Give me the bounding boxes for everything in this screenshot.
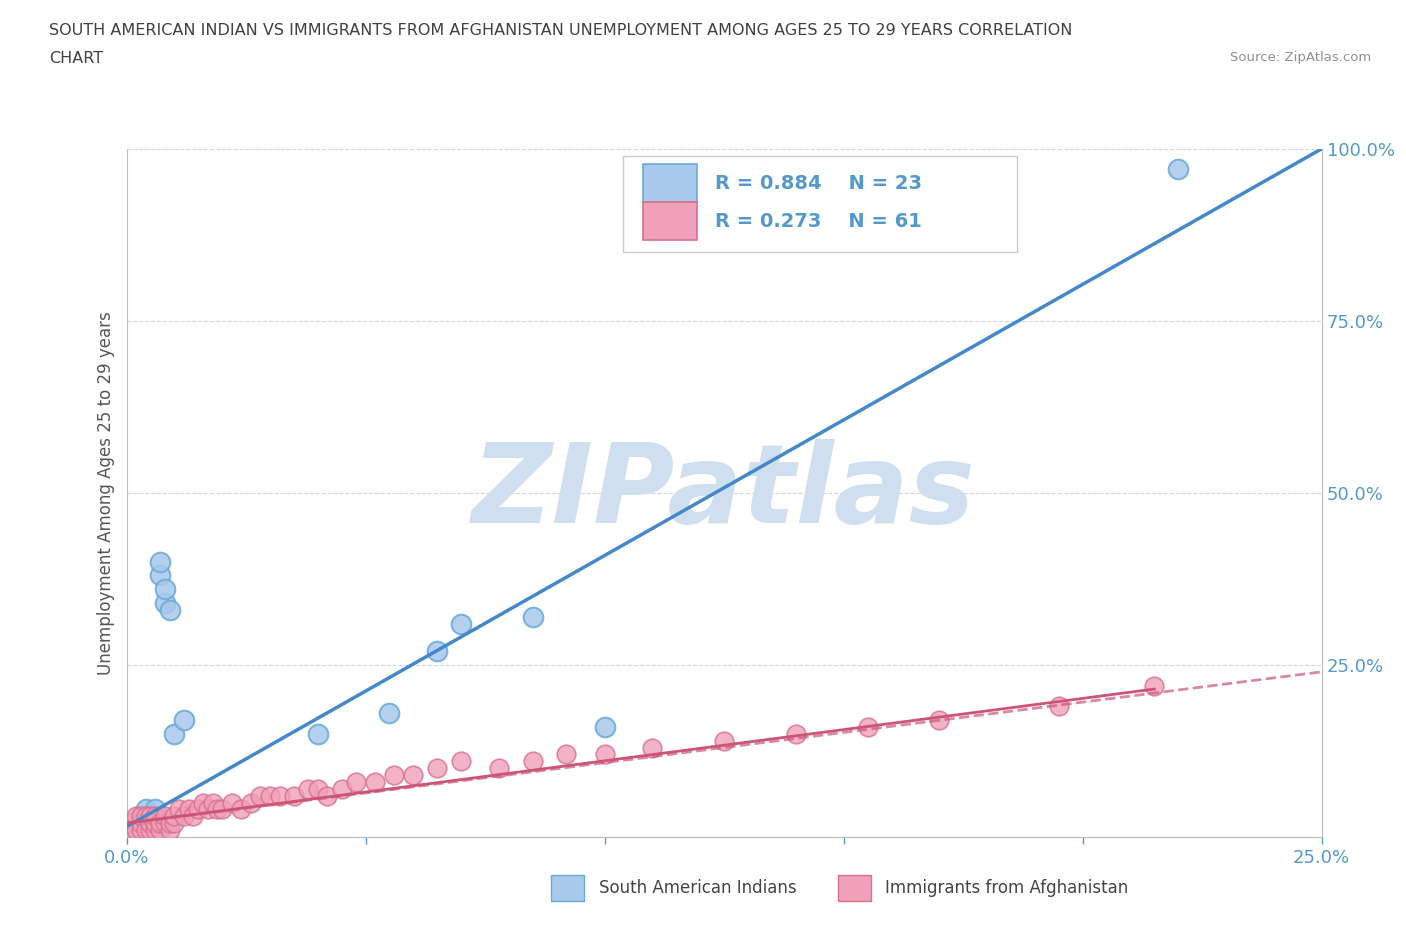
Point [713, 733, 735, 748]
Point [129, 809, 152, 824]
Point [120, 816, 142, 830]
Text: R = 0.884    N = 23: R = 0.884 N = 23 [714, 174, 921, 193]
Point [522, 754, 544, 769]
Point [269, 789, 291, 804]
Text: CHART: CHART [49, 51, 103, 66]
Point [120, 823, 142, 838]
Point [307, 726, 329, 741]
Point [1143, 678, 1166, 693]
Point [856, 720, 879, 735]
Point [159, 823, 181, 838]
Point [330, 781, 353, 796]
Point [159, 603, 181, 618]
Point [139, 823, 162, 838]
Point [316, 789, 339, 804]
Point [135, 823, 157, 838]
Point [149, 816, 172, 830]
Point [143, 809, 166, 824]
Point [1047, 698, 1070, 713]
Point [139, 809, 162, 824]
Point [593, 747, 616, 762]
Point [129, 823, 152, 838]
Point [173, 712, 195, 727]
Text: ZIPatlas: ZIPatlas [472, 439, 976, 547]
Bar [643, 203, 696, 240]
Point [129, 816, 152, 830]
Point [153, 595, 176, 610]
Text: R = 0.273    N = 61: R = 0.273 N = 61 [714, 211, 921, 231]
Point [163, 726, 186, 741]
Point [307, 781, 329, 796]
Bar [643, 164, 696, 202]
Point [153, 809, 176, 824]
Point [364, 775, 387, 790]
Point [135, 816, 157, 830]
Point [139, 823, 162, 838]
Point [555, 747, 578, 762]
Point [402, 767, 425, 782]
Point [163, 816, 186, 830]
Point [1167, 162, 1189, 177]
Point [153, 582, 176, 597]
Point [135, 809, 157, 824]
Point [139, 809, 162, 824]
Text: SOUTH AMERICAN INDIAN VS IMMIGRANTS FROM AFGHANISTAN UNEMPLOYMENT AMONG AGES 25 : SOUTH AMERICAN INDIAN VS IMMIGRANTS FROM… [49, 23, 1073, 38]
Bar [838, 875, 872, 901]
Point [143, 802, 166, 817]
Point [177, 802, 200, 817]
Point [149, 823, 172, 838]
Bar [551, 875, 585, 901]
Point [488, 761, 510, 776]
Point [191, 795, 214, 810]
Point [239, 795, 262, 810]
Point [259, 789, 281, 804]
Text: Immigrants from Afghanistan: Immigrants from Afghanistan [886, 879, 1129, 897]
Point [120, 816, 142, 830]
Point [129, 809, 152, 824]
Point [201, 795, 224, 810]
Point [149, 554, 172, 569]
Point [143, 823, 166, 838]
Point [522, 609, 544, 624]
Y-axis label: Unemployment Among Ages 25 to 29 years: Unemployment Among Ages 25 to 29 years [97, 311, 115, 675]
Point [450, 754, 472, 769]
Point [197, 802, 219, 817]
Point [297, 781, 319, 796]
Point [159, 816, 181, 830]
Point [593, 720, 616, 735]
Point [143, 816, 166, 830]
Point [167, 802, 190, 817]
Point [135, 802, 157, 817]
Point [249, 789, 271, 804]
FancyBboxPatch shape [623, 155, 1017, 252]
Point [139, 816, 162, 830]
Point [928, 712, 950, 727]
Text: South American Indians: South American Indians [599, 879, 796, 897]
Point [125, 823, 148, 838]
Point [149, 568, 172, 583]
Point [173, 809, 195, 824]
Point [450, 617, 472, 631]
Point [344, 775, 367, 790]
Point [163, 809, 186, 824]
Point [207, 802, 229, 817]
Point [426, 644, 449, 658]
Point [211, 802, 233, 817]
Text: Source: ZipAtlas.com: Source: ZipAtlas.com [1230, 51, 1371, 64]
Point [143, 816, 166, 830]
Point [378, 706, 401, 721]
Point [382, 767, 405, 782]
Point [426, 761, 449, 776]
Point [221, 795, 243, 810]
Point [785, 726, 807, 741]
Point [183, 809, 205, 824]
Point [125, 809, 148, 824]
Point [231, 802, 253, 817]
Point [187, 802, 209, 817]
Point [283, 789, 305, 804]
Point [641, 740, 664, 755]
Point [153, 816, 176, 830]
Point [125, 823, 148, 838]
